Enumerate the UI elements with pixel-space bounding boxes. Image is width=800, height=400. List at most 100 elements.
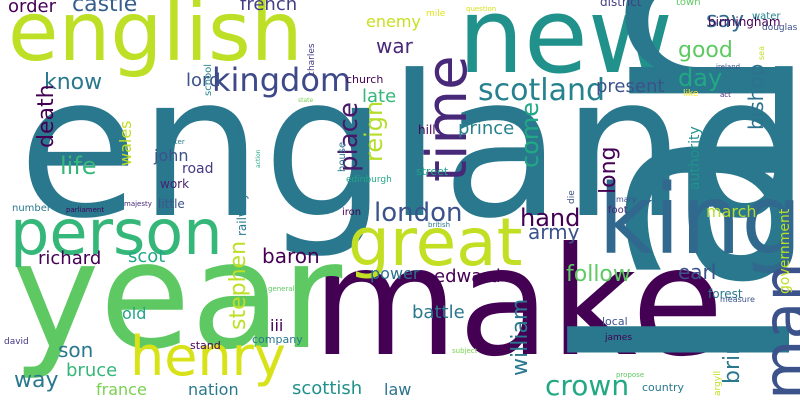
cloud-word-charles: charles [307,43,317,76]
cloud-word-road: road [182,161,214,177]
cloud-word-propose: propose [616,371,645,379]
cloud-word-forest: forest [708,287,743,301]
cloud-word-town: town [676,0,701,8]
cloud-word-company: company [252,333,303,346]
cloud-word-stephen: stephen [226,240,251,330]
cloud-word-street: street [416,165,449,178]
cloud-word-die: die [567,190,577,204]
cloud-word-work: work [160,177,190,191]
cloud-word-order: order [8,0,56,17]
cloud-word-long: long [596,146,621,194]
cloud-word-iron: iron [342,207,362,218]
cloud-word-district: district [600,0,642,9]
cloud-word-ireland: ireland [716,63,741,71]
cloud-word-kingdom: kingdom [212,61,352,99]
cloud-word-majesty: majesty [124,200,152,208]
cloud-word-war: war [376,34,413,58]
cloud-word-say: say [706,8,744,33]
cloud-word-year: year [12,210,343,382]
cloud-word-hand: hand [520,204,581,232]
cloud-word-edward: edward [434,266,501,287]
cloud-word-sea: sea [757,46,766,60]
cloud-word-argyll: argyll [713,370,723,396]
cloud-word-british: british [428,221,451,229]
cloud-word-power: power [370,264,420,283]
cloud-word-follow: follow [566,262,631,287]
cloud-word-life: life [60,152,97,180]
cloud-word-come: come [516,101,544,168]
cloud-word-william: william [508,298,533,376]
cloud-word-action: action [255,149,262,168]
cloud-word-david: david [4,337,29,347]
cloud-word-duke: duke [235,121,242,136]
cloud-word-march: march [706,202,757,221]
cloud-word-minister: minister [156,138,185,146]
cloud-word-scottish: scottish [292,378,363,399]
cloud-word-person: person [10,196,223,269]
cloud-word-wales: wales [116,120,135,166]
cloud-word-way: way [14,368,59,393]
cloud-word-authority: authority [687,126,703,190]
cloud-word-scotland: scotland [478,73,606,108]
cloud-word-lord: lord [186,70,221,91]
cloud-word-school: school [203,63,214,96]
cloud-word-house: house [337,141,348,172]
cloud-word-measure: measure [720,295,755,304]
cloud-word-battle: battle [412,302,465,323]
cloud-word-water: water [752,11,781,22]
cloud-word-birmingham: birmingham [708,15,781,29]
cloud-word-old: old [122,304,147,323]
cloud-word-new: new [458,0,673,97]
cloud-word-bishop: bishop [744,63,768,130]
cloud-word-parliament: parliament [66,206,105,214]
cloud-word-baron: baron [262,244,320,268]
cloud-word-enemy: enemy [366,12,421,31]
cloud-word-foot: foot [608,205,628,216]
cloud-word-subject: subject [452,347,478,355]
cloud-word-good: good [678,38,733,63]
cloud-word-country: country [642,381,685,394]
cloud-word-english: english [8,0,303,80]
cloud-word-present: present [596,76,665,97]
cloud-word-make: make [312,216,724,390]
cloud-word-know: know [44,70,103,95]
cloud-word-mary: mary [616,195,637,204]
cloud-word-state: state [298,97,314,104]
cloud-word-castle: castle [72,0,138,17]
cloud-word-french: french [240,0,298,15]
cloud-word-john: john [154,146,189,165]
cloud-word-richard: richard [38,248,102,269]
cloud-word-mile: mile [426,9,446,19]
cloud-word-reign: reign [360,100,388,162]
cloud-word-day: day [678,64,723,92]
cloud-word-england: england [18,34,800,262]
cloud-word-local: local [602,315,628,328]
cloud-word-crown: crown [545,369,630,400]
cloud-word-church: church [346,73,384,86]
cloud-word-general: general [268,285,295,293]
cloud-word-late: late [362,86,397,107]
cloud-word-army: army [528,220,580,244]
cloud-word-question: question [466,5,497,13]
cloud-word-government: government [777,208,793,294]
cloud-word-france: france [96,380,147,399]
cloud-word-great: great [348,204,523,281]
cloud-word-stand: stand [190,339,221,352]
cloud-word-like: like [683,89,699,99]
cloud-word-bruce: bruce [66,360,118,381]
cloud-word-earl: earl [678,260,717,284]
cloud-word-bring: bring [720,326,745,384]
cloud-word-death: death [34,84,59,148]
cloud-word-number: number [12,203,52,214]
cloud-word-iii: iii [270,316,284,335]
cloud-word-scot: scot [128,246,166,267]
cloud-word-king: king [598,164,800,276]
cloud-word-law: law [384,380,412,399]
cloud-word-edinburgh: edinburgh [346,175,392,185]
cloud-word-hill: hill [418,123,436,137]
cloud-word-nation: nation [188,380,239,399]
cloud-word-james: james [605,333,633,343]
cloud-word-london: london [374,198,463,228]
cloud-word-railway: railway [235,192,249,236]
